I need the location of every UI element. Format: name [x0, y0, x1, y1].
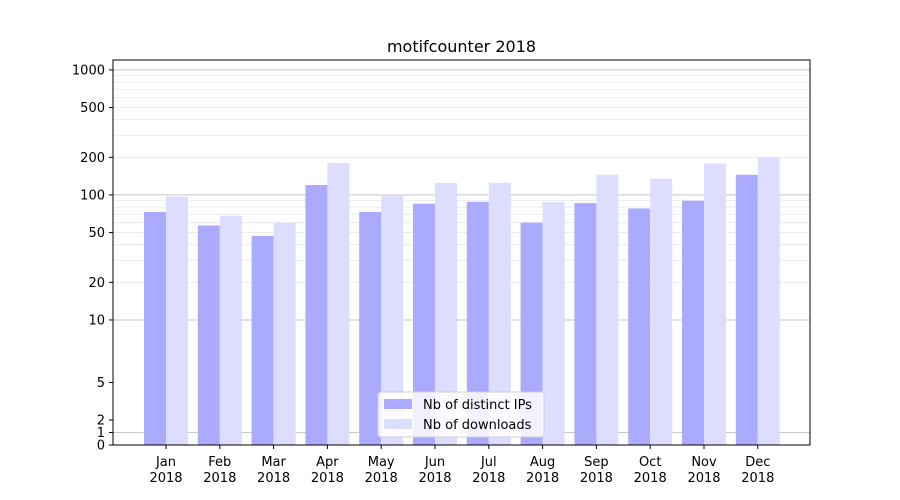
bar [757, 157, 780, 445]
x-tick-label: Jan 2018 [149, 455, 182, 486]
bar [305, 185, 328, 445]
bar [650, 178, 673, 446]
bar [628, 208, 651, 445]
bar [197, 225, 220, 445]
bars [144, 157, 780, 446]
legend: Nb of distinct IPs Nb of downloads [377, 391, 545, 438]
bar [542, 201, 565, 445]
bar [144, 212, 166, 445]
bar [735, 174, 758, 446]
y-tick-label: 2 [97, 413, 105, 428]
y-axis: 012 5 10 20 50 100 200 500 1000 [72, 63, 113, 454]
y-tick-label: 100 [80, 188, 105, 203]
y-tick-label: 10 [88, 313, 105, 328]
bar [682, 200, 704, 445]
bar [596, 174, 619, 446]
chart-title: motifcounter 2018 [387, 37, 536, 56]
legend-label: Nb of distinct IPs [423, 398, 532, 413]
bar [435, 182, 457, 445]
x-tick-label: May 2018 [365, 455, 398, 486]
legend-box [377, 391, 545, 438]
legend-label: Nb of downloads [423, 418, 532, 433]
x-tick-label: Aug 2018 [526, 455, 559, 486]
bar [166, 196, 188, 445]
bar [381, 194, 404, 445]
y-tick-label: 1 [97, 426, 105, 441]
bar [466, 201, 489, 445]
y-tick-label: 0 [97, 439, 105, 454]
x-tick-label: Sep 2018 [580, 455, 613, 486]
bar [251, 235, 274, 445]
y-tick-label: 200 [80, 151, 105, 166]
bar [520, 222, 543, 445]
bar [574, 203, 597, 445]
x-tick-label: Feb 2018 [203, 455, 236, 486]
bar [413, 203, 435, 445]
x-tick-label: Jun 2018 [418, 455, 451, 486]
y-tick-label: 5 [97, 376, 105, 391]
bar [219, 215, 242, 445]
y-tick-label: 20 [88, 276, 105, 291]
x-tick-label: Jul 2018 [472, 455, 505, 486]
y-tick-label: 1000 [72, 63, 105, 78]
x-tick-label: Mar 2018 [257, 455, 290, 486]
y-tick-label: 500 [80, 101, 105, 116]
x-tick-label: Dec 2018 [741, 455, 774, 486]
plot-area-frame [112, 59, 811, 446]
x-axis: Jan 2018 Feb 2018 Mar 2018 Apr 2018 May 2018 Jun 20… [149, 445, 774, 486]
bar [704, 163, 726, 446]
bar [359, 212, 382, 445]
y-tick-label: 50 [88, 226, 105, 241]
legend-swatch [384, 399, 412, 409]
x-tick-label: Nov 2018 [687, 455, 720, 486]
bar [273, 222, 296, 445]
legend-swatch [384, 419, 412, 429]
bar [327, 163, 350, 445]
x-tick-label: Oct 2018 [634, 455, 667, 486]
x-tick-label: Apr 2018 [311, 455, 344, 486]
bar [488, 182, 511, 445]
